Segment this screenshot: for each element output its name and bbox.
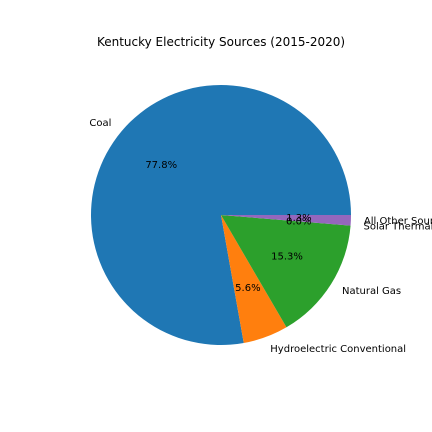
slice-label-all-other-sources: All Other Sources <box>364 216 432 227</box>
slice-label-solar-thermal: Solar Thermal <box>364 222 432 233</box>
slice-percent-solar-thermal: 0.0% <box>286 216 311 227</box>
slice-percent-all-other-sources: 1.3% <box>286 213 311 224</box>
pie-labels: Coal 77.8% Hydroelectric Conventional 5.6% N… <box>89 118 432 355</box>
pie-slices <box>91 85 351 345</box>
slice-percent-natural-gas: 15.3% <box>271 252 303 263</box>
slice-percent-hydroelectric-conventional: 5.6% <box>235 283 260 294</box>
pie-slice-all-other-sources <box>221 215 351 226</box>
pie-slice-natural-gas <box>221 215 351 328</box>
pie-slice-hydroelectric-conventional <box>221 215 287 343</box>
slice-label-hydroelectric-conventional: Hydroelectric Conventional <box>270 344 406 355</box>
slice-label-natural-gas: Natural Gas <box>342 286 401 297</box>
slice-percent-coal: 77.8% <box>145 160 177 171</box>
chart-title: Kentucky Electricity Sources (2015-2020) <box>97 35 345 49</box>
slice-label-coal: Coal <box>89 118 111 129</box>
